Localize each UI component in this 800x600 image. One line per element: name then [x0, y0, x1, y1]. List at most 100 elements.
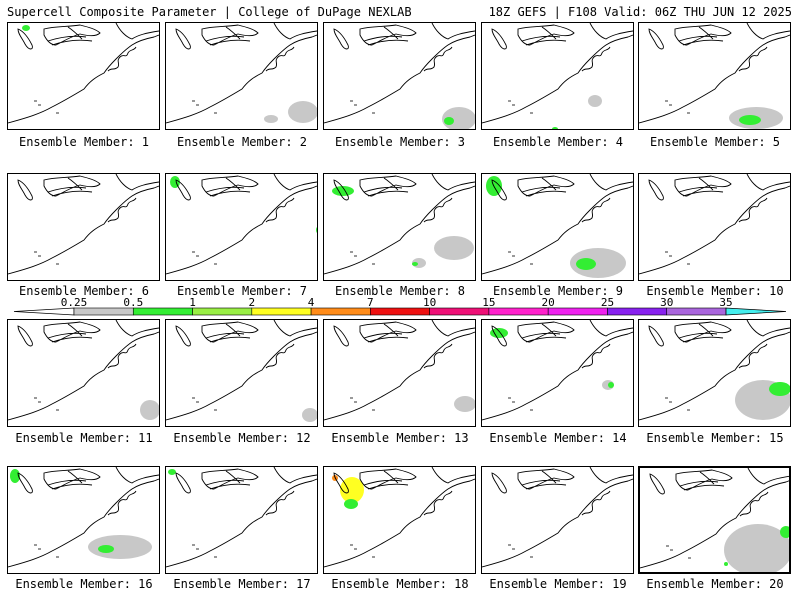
legend-swatch — [370, 307, 430, 316]
coastline — [8, 331, 159, 421]
model-run-info: 18Z GEFS | F108 Valid: 06Z THU JUN 12 20… — [488, 5, 792, 19]
great-lakes-outline — [359, 175, 417, 197]
great-lakes-outline — [359, 321, 417, 343]
border-outline — [746, 320, 790, 337]
scp-contour-gray — [288, 101, 317, 123]
coastline — [482, 185, 633, 275]
legend-threshold-label: 7 — [367, 296, 374, 309]
scp-contour-g — [444, 117, 454, 125]
ensemble-member-map-14[interactable] — [481, 319, 634, 427]
ensemble-member-map-4[interactable] — [481, 22, 634, 130]
member-label: Ensemble Member: 5 — [649, 135, 781, 149]
coastline-detail — [423, 343, 453, 369]
ensemble-member-map-17[interactable] — [165, 466, 318, 574]
scp-contour-gray — [302, 408, 317, 422]
legend-threshold-label: 15 — [482, 296, 496, 309]
coastline-detail — [107, 490, 137, 516]
border-outline — [273, 467, 317, 484]
map-canvas — [8, 23, 159, 124]
scp-contour-g — [724, 562, 728, 566]
ensemble-member-map-10[interactable] — [638, 173, 791, 281]
great-lakes-outline — [674, 175, 732, 197]
ensemble-member-map-7[interactable] — [165, 173, 318, 281]
coastline-detail — [265, 46, 295, 72]
scp-contour-g — [608, 382, 614, 388]
lake-michigan-outline — [333, 325, 349, 347]
ensemble-member-map-16[interactable] — [7, 466, 160, 574]
great-lakes-outline — [201, 24, 259, 46]
scp-contour-g — [170, 176, 180, 188]
great-lakes-outline — [43, 24, 101, 46]
great-lakes-outline — [43, 321, 101, 343]
coastline-detail — [581, 343, 611, 369]
legend-threshold-label: 2 — [248, 296, 256, 309]
ensemble-member-map-1[interactable] — [7, 22, 160, 130]
legend-threshold-label: 1 — [189, 296, 196, 309]
scp-contour-g — [769, 382, 790, 396]
border-outline — [589, 467, 633, 484]
map-canvas — [166, 174, 317, 275]
great-lakes-outline — [43, 468, 101, 490]
coastline-detail — [107, 197, 137, 223]
ensemble-member-map-2[interactable] — [165, 22, 318, 130]
lake-michigan-outline — [175, 28, 191, 50]
ensemble-member-map-6[interactable] — [7, 173, 160, 281]
map-canvas — [324, 467, 475, 568]
lake-michigan-outline — [491, 28, 507, 50]
coastline — [482, 478, 633, 568]
ensemble-member-map-11[interactable] — [7, 319, 160, 427]
lake-michigan-outline — [175, 325, 191, 347]
map-canvas — [324, 320, 475, 421]
map-canvas — [324, 23, 475, 129]
coastline-detail — [265, 197, 295, 223]
great-lakes-outline — [675, 469, 733, 491]
coastline-detail — [423, 490, 453, 516]
ensemble-member-map-18[interactable] — [323, 466, 476, 574]
coastline — [324, 331, 475, 421]
legend-swatch — [310, 307, 371, 316]
legend-swatch — [73, 307, 134, 316]
member-label: Ensemble Member: 4 — [492, 135, 624, 149]
ensemble-member-map-19[interactable] — [481, 466, 634, 574]
great-lakes-outline — [674, 24, 732, 46]
coastline — [166, 185, 317, 275]
ensemble-member-map-15[interactable] — [638, 319, 791, 427]
ensemble-member-map-3[interactable] — [323, 22, 476, 130]
ensemble-member-map-5[interactable] — [638, 22, 791, 130]
member-label: Ensemble Member: 16 — [15, 577, 153, 591]
lake-michigan-outline — [17, 179, 33, 201]
legend-max-arrow — [725, 307, 787, 316]
coastline — [166, 34, 317, 124]
ensemble-member-map-9[interactable] — [481, 173, 634, 281]
map-canvas — [482, 23, 633, 129]
legend-swatch — [666, 307, 727, 316]
map-canvas — [640, 468, 789, 572]
map-canvas — [482, 467, 633, 568]
scp-contour-g — [10, 469, 20, 483]
ensemble-member-map-13[interactable] — [323, 319, 476, 427]
great-lakes-outline — [517, 468, 575, 490]
member-label: Ensemble Member: 20 — [646, 577, 784, 591]
border-outline — [273, 23, 317, 40]
coastline-detail — [738, 46, 768, 72]
scp-contour-g — [576, 258, 596, 270]
scp-contour-gray — [570, 248, 626, 278]
member-label: Ensemble Member: 7 — [176, 284, 308, 298]
lake-michigan-outline — [491, 325, 507, 347]
legend-threshold-label: 20 — [541, 296, 555, 309]
coastline-detail — [265, 490, 295, 516]
lake-michigan-outline — [333, 472, 349, 494]
ensemble-member-map-12[interactable] — [165, 319, 318, 427]
scp-contour-g — [316, 227, 317, 233]
map-canvas — [482, 320, 633, 421]
scp-contour-g — [739, 115, 761, 125]
map-canvas — [166, 320, 317, 422]
scp-contour-g — [22, 25, 30, 31]
ensemble-member-map-20[interactable] — [638, 466, 791, 574]
coastline-detail — [581, 46, 611, 72]
map-canvas — [8, 320, 159, 421]
color-legend — [13, 307, 787, 316]
ensemble-member-map-8[interactable] — [323, 173, 476, 281]
coastline-detail — [738, 197, 768, 223]
map-canvas — [482, 174, 633, 278]
